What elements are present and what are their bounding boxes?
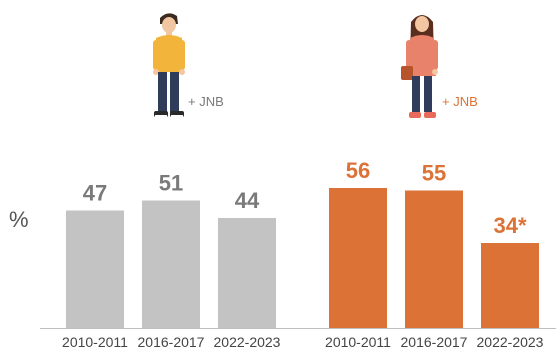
boys-category-label-2022-2023: 2022-2023 bbox=[214, 334, 281, 350]
girls-value-label-2010-2011: 56 bbox=[346, 158, 370, 183]
girls-bar-2016-2017 bbox=[405, 190, 463, 328]
girls-bar-2022-2023 bbox=[481, 243, 539, 328]
boys-bar-2010-2011 bbox=[66, 210, 124, 328]
unit-label: % bbox=[9, 207, 29, 232]
boys-category-label-2016-2017: 2016-2017 bbox=[138, 334, 205, 350]
boys-value-label-2016-2017: 51 bbox=[159, 171, 183, 196]
boys-category-label-2010-2011: 2010-2011 bbox=[62, 334, 128, 350]
girls-value-label-2016-2017: 55 bbox=[422, 161, 446, 186]
girl-figure-label: + JNB bbox=[442, 94, 478, 109]
girls-category-label-2010-2011: 2010-2011 bbox=[325, 334, 391, 350]
girls-value-label-2022-2023: 34* bbox=[493, 213, 526, 238]
boys-value-label-2010-2011: 47 bbox=[83, 181, 107, 206]
girls-category-label-2016-2017: 2016-2017 bbox=[401, 334, 468, 350]
girls-category-label-2022-2023: 2022-2023 bbox=[477, 334, 544, 350]
boys-bar-2016-2017 bbox=[142, 200, 200, 328]
girls-bar-2010-2011 bbox=[329, 188, 387, 328]
boy-figure-label: + JNB bbox=[188, 94, 224, 109]
boy-student-icon bbox=[148, 10, 190, 122]
boys-bar-2022-2023 bbox=[218, 218, 276, 328]
boys-value-label-2022-2023: 44 bbox=[235, 188, 260, 213]
girl-student-icon bbox=[400, 8, 444, 122]
